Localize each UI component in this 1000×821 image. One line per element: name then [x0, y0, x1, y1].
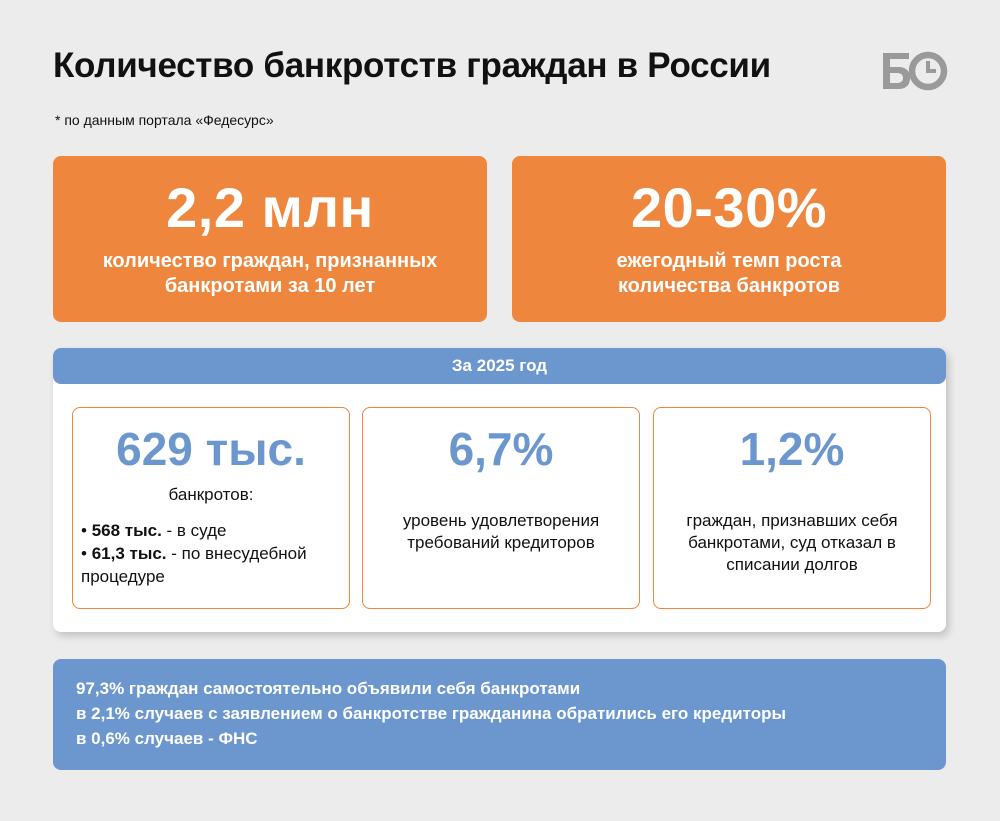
year-2025-header: За 2025 год: [53, 348, 946, 384]
stat-box-satisfaction: 6,7% уровень удовлетворения требований к…: [362, 407, 640, 609]
court-label: - в суде: [161, 521, 227, 540]
growth-rate-card: 20-30% ежегодный темп роста количества б…: [512, 156, 946, 322]
refusal-value: 1,2%: [739, 423, 845, 475]
refusal-caption: граждан, признавших себя банкротами, суд…: [686, 511, 898, 574]
bankrupts-2025-caption: банкротов:: [168, 485, 254, 504]
satisfaction-caption: уровень удовлетворения требований кредит…: [402, 511, 600, 552]
list-item: • 568 тыс. - в суде: [81, 521, 227, 540]
total-bankrupts-value: 2,2 млн: [166, 176, 374, 239]
out-of-court-label: - по внесудебной процедуре: [81, 544, 307, 586]
out-of-court-value: 61,3 тыс.: [91, 544, 167, 563]
summary-line: в 2,1% случаев с заявлением о банкротств…: [76, 704, 786, 723]
bankrupts-breakdown-list: • 568 тыс. - в суде • 61,3 тыс. - по вне…: [73, 519, 349, 588]
list-item: • 61,3 тыс. - по внесудебной процедуре: [81, 544, 307, 586]
bankrupts-2025-value: 629 тыс.: [116, 423, 306, 475]
growth-rate-value: 20-30%: [630, 176, 828, 239]
stat-box-refusal: 1,2% граждан, признавших себя банкротами…: [653, 407, 931, 609]
stat-box-bankrupts: 629 тыс. банкротов: • 568 тыс. - в суде …: [72, 407, 350, 609]
total-bankrupts-caption: количество граждан, признанных банкротам…: [102, 250, 438, 297]
year-2025-panel: За 2025 год 629 тыс. банкротов: • 568 ты…: [53, 348, 946, 632]
logo: [883, 51, 948, 91]
total-bankrupts-card: 2,2 млн количество граждан, признанных б…: [53, 156, 487, 322]
court-value: 568 тыс.: [91, 521, 162, 540]
page-title: Количество банкротств граждан в России: [53, 46, 771, 85]
source-footnote: * по данным портала «Федесурс»: [55, 112, 274, 128]
summary-box: 97,3% граждан самостоятельно объявили се…: [53, 659, 946, 770]
summary-line: в 0,6% случаев - ФНС: [76, 729, 258, 748]
growth-rate-caption: ежегодный темп роста количества банкрото…: [616, 250, 842, 297]
satisfaction-value: 6,7%: [448, 423, 554, 475]
summary-line: 97,3% граждан самостоятельно объявили се…: [76, 679, 581, 698]
